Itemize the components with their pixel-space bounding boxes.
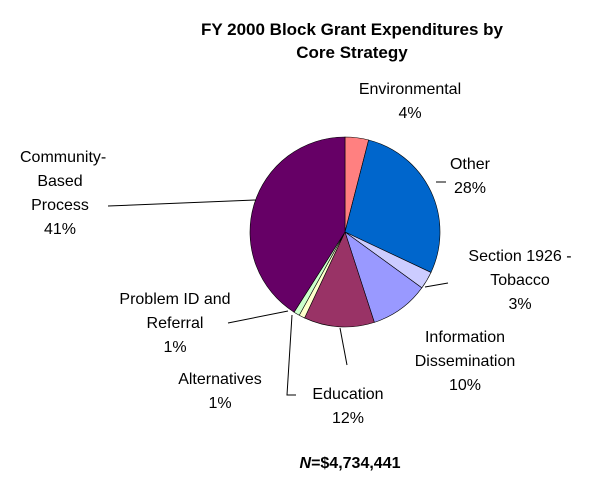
category-label: Section 1926 - Tobacco xyxy=(468,248,572,289)
leader-line xyxy=(339,327,348,366)
value-label: 1% xyxy=(208,395,232,412)
value-label: 41% xyxy=(43,221,77,238)
leader-line xyxy=(424,282,449,288)
value-label: 28% xyxy=(453,180,487,197)
value-label: 3% xyxy=(508,296,532,313)
value-label: 4% xyxy=(398,105,422,122)
slice-label: Environmental 4% xyxy=(355,78,465,126)
leader-lines xyxy=(107,181,449,396)
pie-slice xyxy=(344,139,441,273)
footnote-text: =$4,734,441 xyxy=(311,455,401,472)
slice-label: Other 28% xyxy=(440,153,500,201)
slice-label: Community-Based Process 41% xyxy=(5,146,115,242)
category-label: Education xyxy=(312,386,384,403)
footnote-variable: N xyxy=(299,455,312,472)
category-label: Environmental xyxy=(358,81,462,98)
pie xyxy=(249,136,441,328)
value-label: 12% xyxy=(331,410,365,427)
pie-slice xyxy=(249,136,346,313)
category-label: Information Dissemination xyxy=(414,329,516,370)
category-label: Community-Based Process xyxy=(20,149,107,214)
value-label: 10% xyxy=(448,377,482,394)
chart-title: FY 2000 Block Grant Expenditures by Core… xyxy=(200,20,503,62)
leader-line xyxy=(227,310,289,324)
slice-label: Information Dissemination 10% xyxy=(395,326,535,398)
slice-label: Problem ID and Referral 1% xyxy=(110,288,240,360)
leader-line xyxy=(107,199,257,207)
category-label: Alternatives xyxy=(178,371,262,388)
category-label: Problem ID and Referral xyxy=(119,291,231,332)
value-label: 1% xyxy=(163,339,187,356)
slice-label: Section 1926 - Tobacco 3% xyxy=(450,245,590,317)
pie-slice xyxy=(304,231,375,328)
leader-line xyxy=(286,314,296,396)
category-label: Other xyxy=(449,156,490,173)
slice-label: Education 12% xyxy=(298,383,398,431)
footnote: N=$4,734,441 xyxy=(0,455,590,473)
slice-label: Alternatives 1% xyxy=(160,368,280,416)
